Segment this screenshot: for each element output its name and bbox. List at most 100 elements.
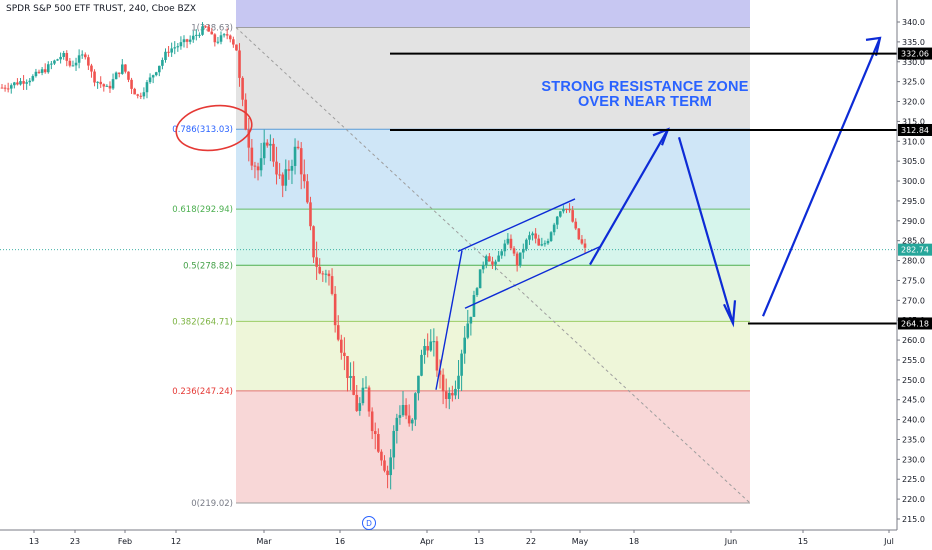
- candle-body: [447, 392, 451, 399]
- candle-body: [145, 82, 149, 93]
- channel-upper-line: [457, 198, 576, 253]
- candle-body: [219, 35, 223, 42]
- price-tick-label: 295.0: [902, 197, 925, 206]
- candle-body: [114, 72, 118, 80]
- candle-body: [133, 88, 136, 95]
- candle-body: [528, 235, 531, 240]
- candle-body: [417, 375, 420, 394]
- fib-zone: [236, 390, 750, 504]
- time-axis-bg: [0, 530, 932, 550]
- candle-body: [543, 243, 547, 245]
- event-marker: [362, 516, 376, 530]
- price-label-332-box: [898, 47, 932, 60]
- candle-body: [506, 238, 510, 244]
- candle-body: [555, 216, 559, 225]
- candle-body: [170, 48, 173, 53]
- candle-body: [0, 87, 4, 89]
- candle-body: [77, 55, 81, 63]
- fib-level-label: 0.786(313.03): [172, 125, 233, 135]
- candle-body: [299, 148, 303, 175]
- candle-body: [173, 47, 177, 49]
- candle-body: [389, 457, 392, 476]
- candle-body: [407, 415, 411, 424]
- candle-body: [426, 346, 429, 351]
- price-tick-label: 240.0: [902, 416, 925, 425]
- candle-body: [278, 174, 281, 176]
- time-tick-label: Jul: [883, 537, 894, 546]
- arrowhead-3: [865, 36, 882, 57]
- candle-body: [235, 44, 238, 51]
- candle-body: [111, 79, 115, 89]
- candle-body: [142, 92, 146, 97]
- price-tick-label: 270.0: [902, 296, 925, 305]
- candle-body: [269, 143, 272, 146]
- time-tick-label: 13: [474, 537, 484, 546]
- candle-body: [281, 174, 285, 186]
- annotation-line-2: OVER NEAR TERM: [577, 94, 713, 110]
- candle-body: [401, 404, 405, 416]
- candle-body: [99, 81, 103, 85]
- candle-body: [198, 34, 201, 36]
- candle-body: [105, 85, 109, 87]
- candle-body: [432, 341, 436, 343]
- candle-body: [312, 226, 315, 258]
- candle-body: [151, 75, 155, 78]
- candle-body: [6, 88, 10, 90]
- candle-body: [238, 50, 241, 78]
- price-tick-label: 300.0: [902, 177, 925, 186]
- candle-body: [358, 403, 362, 411]
- candle-body: [568, 209, 571, 211]
- candle-body: [469, 316, 473, 324]
- candle-body: [201, 26, 204, 35]
- candle-body: [336, 325, 340, 340]
- fib-zone: [236, 27, 750, 130]
- candle-body: [478, 269, 482, 289]
- candle-body: [518, 252, 522, 266]
- candle-body: [377, 434, 380, 452]
- candle-body: [65, 52, 69, 61]
- price-label-332: 332.06: [901, 50, 929, 59]
- price-label-312-box: [898, 123, 932, 136]
- candle-body: [438, 370, 442, 375]
- candle-body: [139, 95, 143, 97]
- candle-body: [404, 404, 408, 416]
- candle-body: [188, 39, 192, 42]
- candle-body: [216, 41, 220, 43]
- fib-level-label: 0(219.02): [191, 499, 233, 509]
- event-marker-label: D: [366, 519, 372, 528]
- price-tick-label: 310.0: [902, 137, 925, 146]
- time-tick-label: 13: [29, 537, 39, 546]
- price-tick-label: 325.0: [902, 78, 925, 87]
- candle-body: [74, 62, 78, 66]
- candle-body: [68, 60, 72, 66]
- candle-body: [340, 339, 343, 353]
- candle-body: [580, 239, 584, 244]
- candle-body: [497, 255, 500, 262]
- candle-body: [494, 261, 497, 265]
- fib-zone-top: [236, 0, 750, 28]
- candle-body: [515, 253, 519, 266]
- candle-body: [361, 387, 365, 404]
- candle-body: [435, 341, 439, 371]
- candle-body: [207, 26, 210, 32]
- price-tick-label: 335.0: [902, 38, 925, 47]
- price-label-264-box: [898, 317, 932, 330]
- candle-body: [22, 81, 25, 84]
- price-tick-label: 290.0: [902, 217, 925, 226]
- candle-body: [19, 81, 22, 85]
- candle-body: [364, 387, 368, 389]
- annotation-text: STRONG RESISTANCE ZONE OVER NEAR TERM: [532, 80, 758, 110]
- price-tick-label: 340.0: [902, 18, 925, 27]
- candle-body: [256, 166, 260, 171]
- price-tick-label: 280.0: [902, 257, 925, 266]
- price-tick-label: 225.0: [902, 475, 925, 484]
- time-tick-label: 23: [70, 537, 80, 546]
- annotation-line-1: STRONG RESISTANCE ZONE: [541, 79, 749, 95]
- price-tick-label: 285.0: [902, 237, 925, 246]
- candle-body: [429, 341, 433, 351]
- candle-body: [43, 69, 47, 73]
- candle-body: [574, 221, 578, 229]
- candle-body: [398, 415, 402, 418]
- candle-body: [275, 161, 278, 175]
- price-tick-label: 245.0: [902, 396, 925, 405]
